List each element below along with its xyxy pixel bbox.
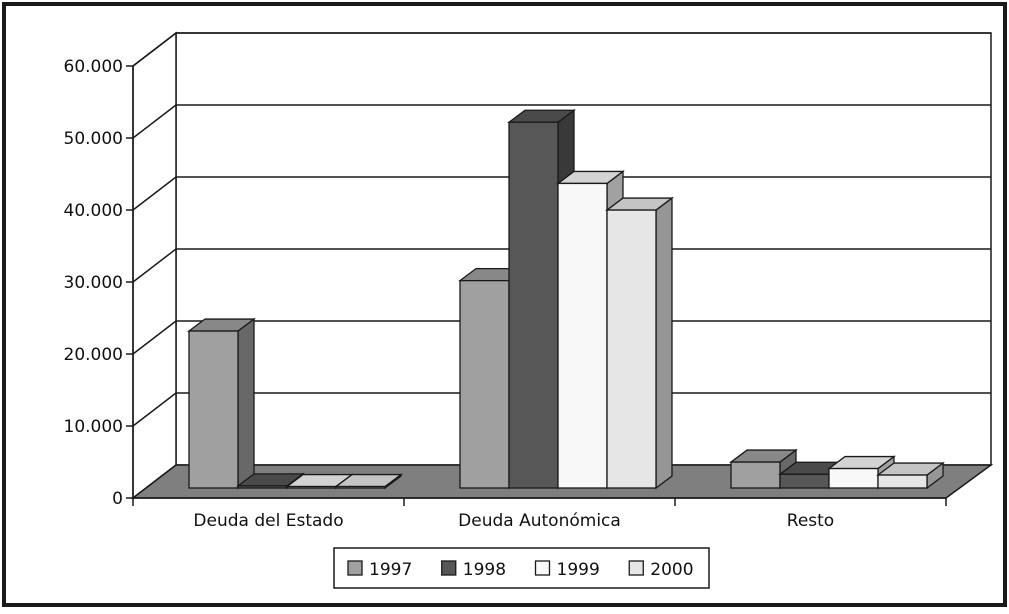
- category-label: Deuda Autonómica: [458, 511, 621, 531]
- bar-2000-1: [605, 196, 674, 490]
- y-tick-label: 40.000: [64, 201, 123, 221]
- gridline: [132, 320, 991, 355]
- y-tick-label: 10.000: [64, 417, 123, 437]
- y-tick-label: 0: [112, 489, 123, 509]
- gridline: [132, 32, 991, 67]
- legend-label: 1998: [463, 560, 506, 580]
- y-tick-label: 30.000: [64, 273, 123, 293]
- legend-item-1999: 1999: [534, 560, 600, 580]
- y-tick-label: 60.000: [64, 57, 123, 77]
- gridline: [132, 392, 991, 427]
- bar-1997-0: [187, 317, 256, 490]
- legend-item-1998: 1998: [441, 560, 506, 580]
- category-label: Deuda del Estado: [193, 511, 343, 531]
- gridline: [132, 176, 991, 211]
- gridline: [132, 104, 991, 139]
- legend-box: [333, 547, 710, 589]
- legend-item-2000: 2000: [628, 560, 694, 580]
- legend-label: 1999: [557, 560, 600, 580]
- legend-item-1997: 1997: [347, 560, 412, 580]
- y-tick-label: 20.000: [64, 345, 123, 365]
- category-label: Resto: [787, 511, 834, 531]
- bar-2000-0: [334, 473, 403, 490]
- y-tick-label: 50.000: [64, 129, 123, 149]
- gridline: [132, 248, 991, 283]
- legend-swatch: [441, 560, 457, 576]
- legend-swatch: [347, 560, 363, 576]
- legend-label: 1997: [369, 560, 412, 580]
- bar-2000-2: [876, 461, 945, 490]
- legend-label: 2000: [650, 560, 693, 580]
- legend-swatch: [534, 560, 551, 576]
- legend-swatch: [628, 560, 644, 576]
